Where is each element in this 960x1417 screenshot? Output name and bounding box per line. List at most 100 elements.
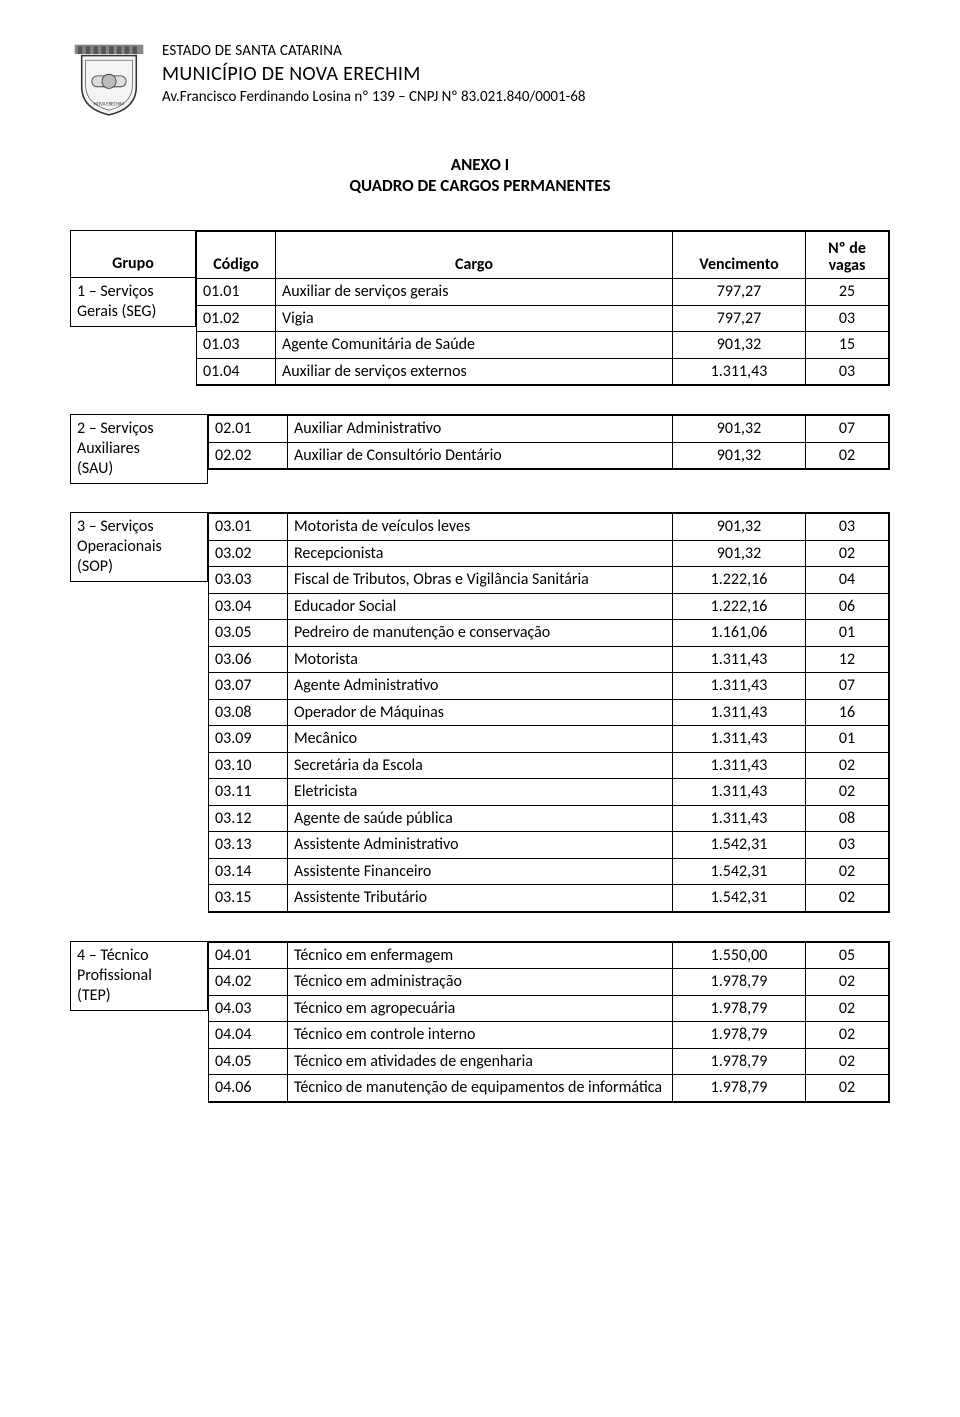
cell-code: 01.02 <box>197 305 276 332</box>
cell-cargo: Técnico em atividades de engenharia <box>288 1048 673 1075</box>
cell-vencimento: 1.311,43 <box>673 726 806 753</box>
cell-code: 04.01 <box>209 942 288 969</box>
group-table: 03.01Motorista de veículos leves901,3203… <box>208 512 890 913</box>
cell-vencimento: 1.311,43 <box>673 646 806 673</box>
cell-vencimento: 1.978,79 <box>673 1048 806 1075</box>
anexo-title: ANEXO I <box>70 154 890 175</box>
group-block: 2 – ServiçosAuxiliares(SAU)02.01Auxiliar… <box>70 414 890 484</box>
cell-cargo: Técnico em administração <box>288 969 673 996</box>
cell-vencimento: 1.311,43 <box>673 805 806 832</box>
cell-vencimento: 1.542,31 <box>673 832 806 859</box>
cell-cargo: Educador Social <box>288 593 673 620</box>
cell-cargo: Operador de Máquinas <box>288 699 673 726</box>
cell-code: 03.02 <box>209 540 288 567</box>
cell-vencimento: 797,27 <box>673 279 806 306</box>
cell-vagas: 07 <box>806 416 889 443</box>
cell-code: 01.03 <box>197 332 276 359</box>
cell-vagas: 02 <box>806 442 889 469</box>
cell-vagas: 02 <box>806 858 889 885</box>
groups-container: Grupo1 – ServiçosGerais (SEG)CódigoCargo… <box>70 230 890 1103</box>
cell-code: 03.13 <box>209 832 288 859</box>
cell-vagas: 25 <box>806 279 889 306</box>
cell-vagas: 02 <box>806 752 889 779</box>
cell-vagas: 16 <box>806 699 889 726</box>
table-row: 03.08Operador de Máquinas1.311,4316 <box>209 699 889 726</box>
cell-code: 03.04 <box>209 593 288 620</box>
cell-vencimento: 1.311,43 <box>673 358 806 385</box>
column-header-cargo: Cargo <box>276 232 673 279</box>
group-table: 02.01Auxiliar Administrativo901,320702.0… <box>208 414 890 470</box>
cell-cargo: Secretária da Escola <box>288 752 673 779</box>
cell-code: 02.02 <box>209 442 288 469</box>
cell-vencimento: 1.542,31 <box>673 885 806 912</box>
cell-vagas: 06 <box>806 593 889 620</box>
cell-vencimento: 1.311,43 <box>673 699 806 726</box>
cell-vencimento: 1.311,43 <box>673 673 806 700</box>
table-row: 04.05Técnico em atividades de engenharia… <box>209 1048 889 1075</box>
state-line: ESTADO DE SANTA CATARINA <box>162 42 585 60</box>
anexo-subtitle: QUADRO DE CARGOS PERMANENTES <box>70 175 890 196</box>
cell-cargo: Vigia <box>276 305 673 332</box>
cell-vencimento: 797,27 <box>673 305 806 332</box>
table-row: 03.05Pedreiro de manutenção e conservaçã… <box>209 620 889 647</box>
cell-cargo: Recepcionista <box>288 540 673 567</box>
cell-vencimento: 1.978,79 <box>673 969 806 996</box>
cell-cargo: Assistente Financeiro <box>288 858 673 885</box>
table-row: 03.12Agente de saúde pública1.311,4308 <box>209 805 889 832</box>
cell-vagas: 07 <box>806 673 889 700</box>
cell-code: 04.06 <box>209 1075 288 1102</box>
cell-code: 03.01 <box>209 514 288 541</box>
cell-vencimento: 1.161,06 <box>673 620 806 647</box>
cell-cargo: Agente Comunitária de Saúde <box>276 332 673 359</box>
cell-vagas: 02 <box>806 1048 889 1075</box>
cell-cargo: Técnico em agropecuária <box>288 995 673 1022</box>
cell-code: 04.02 <box>209 969 288 996</box>
table-row: 03.15Assistente Tributário1.542,3102 <box>209 885 889 912</box>
cell-code: 03.05 <box>209 620 288 647</box>
cell-vagas: 12 <box>806 646 889 673</box>
cell-code: 03.14 <box>209 858 288 885</box>
address-line: Av.Francisco Ferdinando Losina nº 139 – … <box>162 88 585 106</box>
cell-vagas: 02 <box>806 540 889 567</box>
cell-cargo: Motorista <box>288 646 673 673</box>
cell-code: 03.10 <box>209 752 288 779</box>
cell-code: 03.09 <box>209 726 288 753</box>
cell-vagas: 03 <box>806 305 889 332</box>
cell-code: 04.04 <box>209 1022 288 1049</box>
table-row: 02.02Auxiliar de Consultório Dentário901… <box>209 442 889 469</box>
cell-code: 03.15 <box>209 885 288 912</box>
cell-cargo: Motorista de veículos leves <box>288 514 673 541</box>
cell-vencimento: 1.978,79 <box>673 1022 806 1049</box>
cell-vencimento: 901,32 <box>673 332 806 359</box>
coat-of-arms-icon: NOVA ERECHIM <box>70 40 148 118</box>
cell-cargo: Técnico de manutenção de equipamentos de… <box>288 1075 673 1102</box>
municipality-line: MUNICÍPIO DE NOVA ERECHIM <box>162 62 585 86</box>
table-row: 03.11Eletricista1.311,4302 <box>209 779 889 806</box>
group-label: 3 – ServiçosOperacionais(SOP) <box>70 512 208 582</box>
cell-vagas: 02 <box>806 1022 889 1049</box>
svg-text:NOVA ERECHIM: NOVA ERECHIM <box>94 103 124 108</box>
cell-code: 03.12 <box>209 805 288 832</box>
cell-vencimento: 1.311,43 <box>673 779 806 806</box>
group-label: 4 – TécnicoProfissional(TEP) <box>70 941 208 1011</box>
cell-vagas: 04 <box>806 567 889 594</box>
table-row: 03.09Mecânico1.311,4301 <box>209 726 889 753</box>
cell-vencimento: 1.222,16 <box>673 593 806 620</box>
cell-vencimento: 1.542,31 <box>673 858 806 885</box>
cell-cargo: Eletricista <box>288 779 673 806</box>
table-row: 04.06Técnico de manutenção de equipament… <box>209 1075 889 1102</box>
column-header-codigo: Código <box>197 232 276 279</box>
table-row: 03.04Educador Social1.222,1606 <box>209 593 889 620</box>
letterhead-text: ESTADO DE SANTA CATARINA MUNICÍPIO DE NO… <box>162 40 585 106</box>
table-row: 03.03Fiscal de Tributos, Obras e Vigilân… <box>209 567 889 594</box>
cell-cargo: Agente de saúde pública <box>288 805 673 832</box>
cell-code: 03.11 <box>209 779 288 806</box>
group-table: 04.01Técnico em enfermagem1.550,000504.0… <box>208 941 890 1103</box>
cell-vencimento: 1.550,00 <box>673 942 806 969</box>
cell-code: 03.03 <box>209 567 288 594</box>
table-header-row: CódigoCargoVencimentoNº devagas <box>197 232 889 279</box>
cell-code: 03.08 <box>209 699 288 726</box>
cell-vagas: 01 <box>806 726 889 753</box>
column-header-vencimento: Vencimento <box>673 232 806 279</box>
table-row: 01.02Vigia797,2703 <box>197 305 889 332</box>
